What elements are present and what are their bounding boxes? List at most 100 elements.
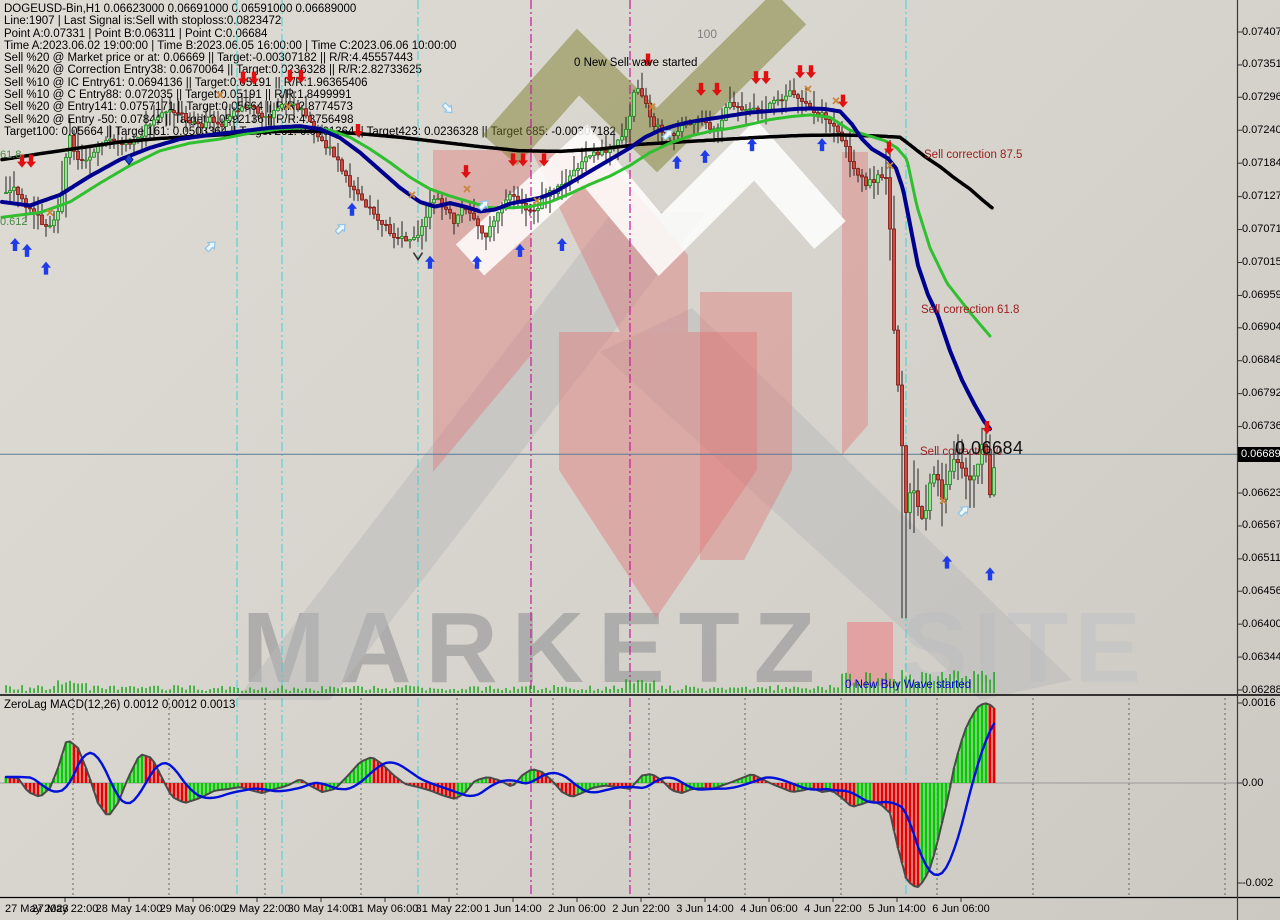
sell-arrow-icon [238,71,248,85]
buy-arrow-icon [985,567,995,581]
hollow-arrow-icon [334,223,346,235]
macd-axis[interactable]: 0.0016 0.00 -0.002 [1238,694,1280,898]
sell-arrow-icon [761,71,771,85]
time-axis[interactable]: 27 May 2023 27 May 22:00 28 May 14:00 29 Ma… [0,901,1280,920]
sell-arrow-icon [643,53,653,67]
time-axis-label: 6 Jun 06:00 [932,903,990,915]
sell-arrow-icon [518,153,528,167]
buy-arrow-icon [425,255,435,269]
macd-axis-label: 0.0016 [1242,696,1276,709]
sell-correction-618-label: Sell correction 61.8 [921,304,1020,316]
price-axis-label: 0.06288 [1242,683,1280,696]
buy-arrow-icon [22,243,32,257]
sell-arrow-icon [539,153,549,167]
point-c-price-label: 0.06684 [955,438,1024,458]
macd-indicator-label: ZeroLag MACD(12,26) 0.0012 0.0012 0.0013 [4,699,236,711]
sell-arrow-icon [982,420,992,434]
price-axis-label: 0.07071 [1242,223,1280,236]
price-axis-label: 0.07296 [1242,90,1280,103]
buy-arrow-icon [10,238,20,252]
buy-arrow-icon [747,138,757,152]
buy-arrow-icon [347,202,357,216]
sell-correction-875-label: Sell correction 87.5 [924,149,1023,161]
time-axis-label: 27 May 22:00 [31,903,99,915]
time-axis-label: 5 Jun 14:00 [868,903,926,915]
sell-arrow-icon [884,141,894,155]
price-axis-label: 0.06344 [1242,650,1280,663]
price-axis[interactable]: 0.07407 0.07351 0.07296 0.07240 0.07184 0.071… [1238,0,1280,696]
time-axis-label: 31 May 06:00 [351,903,419,915]
time-axis-label: 31 May 22:00 [415,903,483,915]
sell-arrow-icon [26,154,36,168]
info-line-sell-2: Sell %20 @ Correction Entry38: 0.0670064… [4,64,422,77]
buy-arrow-icon [472,255,482,269]
info-line-sell-1: Sell %20 @ Market price or at: 0.06669 |… [4,52,413,65]
time-axis-label: 2 Jun 06:00 [548,903,606,915]
buy-arrow-icon [41,261,51,275]
time-axis-label: 27 May 2023 [5,903,69,915]
price-axis-label: 0.06511 [1242,552,1280,565]
sell-arrow-icon [17,154,27,168]
sell-arrow-icon [806,65,816,79]
price-axis-label: 0.06792 [1242,387,1280,400]
time-axis-label: 30 May 14:00 [287,903,355,915]
fib-level-label-2: 0.612 [0,216,28,228]
macd-axis-label: 0.00 [1242,776,1264,789]
price-axis-label: 0.06623 [1242,486,1280,499]
price-axis-label: 0.06400 [1242,617,1280,630]
diamond-mark-icon [124,153,134,166]
sell-arrow-icon [696,82,706,96]
sell-arrow-icon [461,165,471,179]
price-axis-label: 0.07351 [1242,58,1280,71]
price-axis-label: 0.07240 [1242,123,1280,136]
price-axis-label: 0.06959 [1242,288,1280,301]
info-line-times: Time A:2023.06.02 19:00:00 | Time B:2023… [4,39,457,52]
buy-arrow-icon [557,238,567,252]
price-axis-label: 0.06456 [1242,584,1280,597]
current-price-tag: 0.06689 [1238,447,1280,462]
sell-arrow-icon [712,82,722,96]
hollow-arrow-icon [204,241,216,253]
info-line-ohlc: DOGEUSD-Bin,H1 0.06623000 0.06691000 0.0… [4,3,357,15]
time-axis-label: 4 Jun 06:00 [740,903,798,915]
sell-arrow-icon [838,94,848,108]
buy-arrow-icon [515,243,525,257]
hollow-arrow-icon [957,505,969,518]
info-line-signal: Line:1907 | Last Signal is:Sell with sto… [4,15,282,28]
hollow-arrow-icon [661,129,673,141]
time-axis-label: 29 May 06:00 [159,903,227,915]
price-axis-label: 0.07184 [1242,156,1280,169]
macd-axis-label: -0.002 [1242,876,1274,889]
sell-arrow-icon [795,65,805,79]
price-axis-label: 0.06848 [1242,354,1280,367]
sell-arrow-icon [353,124,363,138]
time-axis-label: 3 Jun 14:00 [676,903,734,915]
buy-arrow-icon [672,155,682,169]
sell-wave-annotation: 0 New Sell wave started [574,57,698,69]
sell-arrow-icon [296,69,306,83]
time-axis-label: 29 May 22:00 [223,903,291,915]
price-axis-label: 0.07015 [1242,256,1280,268]
sell-arrow-icon [249,71,259,85]
buy-wave-annotation: 0 New Buy Wave started [845,679,972,691]
logo-watermark [236,0,1072,700]
sell-correction-0-label: Sell correction 0 [920,446,1003,458]
info-line-points: Point A:0.07331 | Point B:0.06311 | Poin… [4,27,268,40]
price-axis-label: 0.07127 [1242,190,1280,203]
sell-arrow-icon [508,153,518,167]
buy-arrow-icon [942,555,952,569]
time-axis-label: 1 Jun 14:00 [484,903,542,915]
wave-level-100-label: 100 [697,27,718,41]
price-axis-label: 0.06736 [1242,420,1280,433]
time-axis-label: 4 Jun 22:00 [804,903,862,915]
check-mark-icon [412,252,424,262]
sell-arrow-icon [285,69,295,83]
symbol-info-block: DOGEUSD-Bin,H1 0.06623000 0.06691000 0.0… [4,3,616,138]
buy-arrow-icon [700,149,710,163]
info-line-sell-3: Sell %10 @ IC Entry61: 0.0694136 || Targ… [4,76,368,89]
price-axis-label: 0.06904 [1242,321,1280,334]
price-axis-label: 0.07407 [1242,25,1280,38]
time-axis-label: 28 May 14:00 [95,903,163,915]
